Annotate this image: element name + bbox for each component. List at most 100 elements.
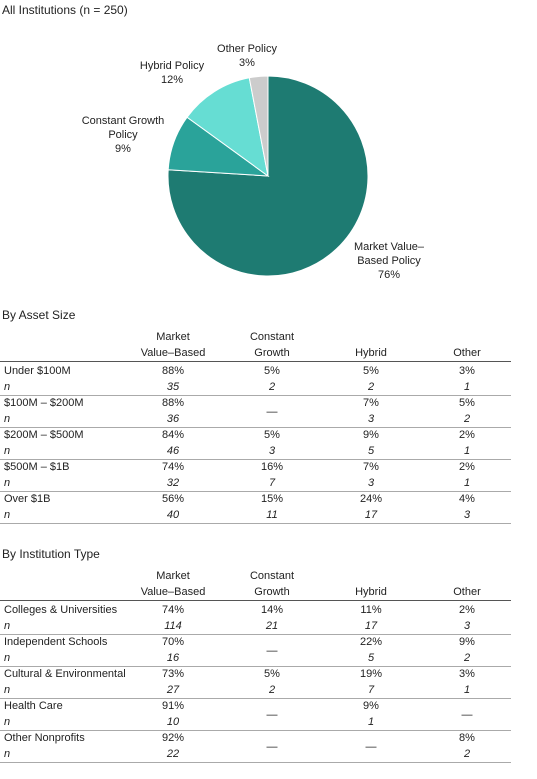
row-rule — [0, 427, 511, 428]
slice-label: Other Policy 3% — [197, 42, 297, 70]
column-header: Other — [453, 586, 481, 598]
cell-n: 2 — [367, 381, 375, 393]
column-header: Constant — [249, 570, 295, 582]
row-rule — [0, 762, 511, 763]
cell-value: 3% — [459, 365, 475, 377]
table-title: By Asset Size — [2, 308, 76, 322]
cell-value: — — [266, 645, 278, 657]
cell-value: 5% — [264, 668, 280, 680]
cell-value: 11% — [360, 604, 382, 616]
cell-value: 92% — [161, 732, 185, 744]
row-rule — [0, 459, 511, 460]
row-label: Independent Schools — [4, 636, 108, 648]
cell-n: 46 — [166, 445, 180, 457]
cell-n: 2 — [463, 652, 471, 664]
column-header: Hybrid — [355, 586, 387, 598]
cell-value: 84% — [161, 429, 185, 441]
row-label: Under $100M — [4, 365, 71, 377]
slice-name: Other Policy — [217, 43, 277, 55]
slice-name: Market Value–Based Policy — [353, 241, 425, 267]
cell-n: 11 — [266, 509, 278, 521]
table-title: By Institution Type — [2, 547, 100, 561]
row-rule — [0, 491, 511, 492]
column-header: Value–Based — [140, 347, 206, 359]
cell-value: 5% — [264, 365, 280, 377]
cell-n: 17 — [364, 509, 378, 521]
cell-n: 5 — [367, 445, 375, 457]
slice-label: Constant Growth Policy 9% — [73, 114, 173, 156]
pie-slice — [186, 77, 269, 178]
column-header: Hybrid — [355, 347, 387, 359]
cell-value: 3% — [459, 668, 475, 680]
n-label: n — [4, 413, 11, 425]
cell-n: 1 — [367, 716, 375, 728]
n-label: n — [4, 716, 11, 728]
column-header: Market — [156, 331, 190, 343]
cell-n: 17 — [364, 620, 378, 632]
row-rule — [0, 523, 511, 524]
cell-n: 3 — [367, 413, 375, 425]
cell-n: 21 — [265, 620, 279, 632]
row-label: Colleges & Universities — [4, 604, 118, 616]
column-header: Growth — [254, 347, 290, 359]
row-label: Health Care — [4, 700, 63, 712]
row-label: Over $1B — [4, 493, 51, 505]
slice-value: 76% — [377, 269, 401, 281]
cell-n: 10 — [166, 716, 180, 728]
cell-value: 2% — [459, 604, 475, 616]
cell-n: 40 — [166, 509, 180, 521]
cell-n: 2 — [268, 684, 276, 696]
pie-chart — [167, 75, 369, 277]
cell-n: 1 — [463, 445, 471, 457]
cell-n: 35 — [166, 381, 180, 393]
header-rule — [0, 361, 511, 362]
n-label: n — [4, 381, 11, 393]
cell-value: — — [266, 709, 278, 721]
n-label: n — [4, 652, 11, 664]
n-label: n — [4, 684, 11, 696]
cell-value: 2% — [459, 461, 475, 473]
cell-n: 1 — [463, 684, 471, 696]
n-label: n — [4, 445, 11, 457]
cell-value: 5% — [459, 397, 475, 409]
cell-value: 91% — [161, 700, 185, 712]
slice-value: 12% — [160, 74, 184, 86]
cell-n: 114 — [164, 620, 182, 632]
cell-value: 16% — [260, 461, 284, 473]
cell-value: 9% — [459, 636, 475, 648]
column-header: Growth — [254, 586, 290, 598]
cell-value: — — [461, 709, 473, 721]
cell-value: — — [365, 741, 377, 753]
cell-value: 22% — [359, 636, 383, 648]
n-label: n — [4, 477, 11, 489]
cell-n: 2 — [463, 748, 471, 760]
cell-value: 24% — [359, 493, 383, 505]
slice-value: 3% — [239, 57, 255, 69]
row-label: $200M – $500M — [4, 429, 84, 441]
cell-value: 5% — [363, 365, 379, 377]
n-label: n — [4, 620, 11, 632]
cell-value: — — [266, 406, 278, 418]
cell-value: 8% — [459, 732, 475, 744]
cell-value: 9% — [363, 700, 379, 712]
cell-value: 15% — [260, 493, 284, 505]
cell-n: 32 — [166, 477, 180, 489]
column-header: Other — [453, 347, 481, 359]
chart-title: All Institutions (n = 250) — [2, 3, 128, 17]
cell-n: 3 — [463, 620, 471, 632]
slice-value: 9% — [115, 143, 131, 155]
row-label: $500M – $1B — [4, 461, 70, 473]
cell-value: 88% — [161, 365, 185, 377]
row-rule — [0, 395, 511, 396]
cell-value: 2% — [459, 429, 475, 441]
cell-n: 3 — [463, 509, 471, 521]
row-rule — [0, 666, 511, 667]
cell-n: 2 — [463, 413, 471, 425]
cell-value: 73% — [161, 668, 185, 680]
cell-value: 7% — [363, 461, 379, 473]
slice-label: Hybrid Policy 12% — [122, 59, 222, 87]
cell-n: 1 — [463, 381, 471, 393]
row-rule — [0, 730, 511, 731]
cell-value: 56% — [161, 493, 185, 505]
cell-value: 4% — [459, 493, 475, 505]
